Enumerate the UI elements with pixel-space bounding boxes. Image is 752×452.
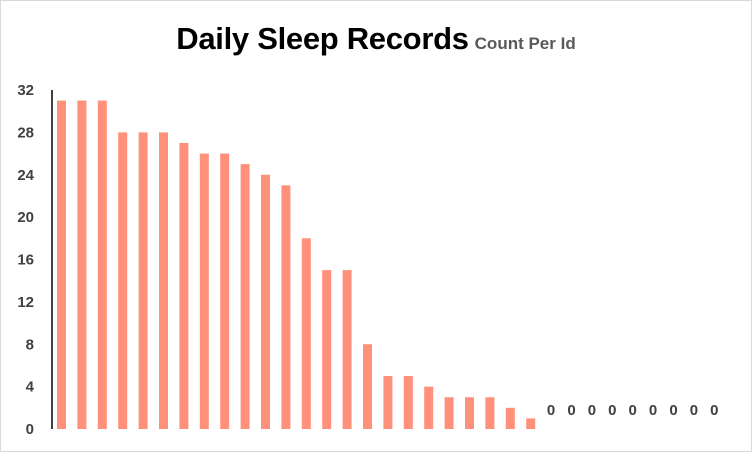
- bars: [57, 100, 536, 429]
- bar: [118, 132, 128, 429]
- bar: [526, 418, 536, 429]
- bar: [220, 153, 230, 429]
- bar: [444, 397, 454, 429]
- bar: [97, 100, 107, 429]
- chart-title: Daily Sleep Records Count Per Id: [1, 21, 751, 57]
- bar-data-label: 0: [608, 402, 616, 419]
- bar-data-label: 0: [690, 402, 698, 419]
- y-tick-label: 16: [17, 252, 34, 269]
- bar: [465, 397, 474, 429]
- y-tick-label: 24: [17, 167, 34, 184]
- bar: [240, 164, 250, 429]
- chart-title-main: Daily Sleep Records: [176, 21, 469, 56]
- bar-data-label: 0: [629, 402, 637, 419]
- bar: [159, 132, 168, 429]
- y-tick-label: 20: [17, 209, 34, 226]
- bar-data-label: 0: [588, 402, 596, 419]
- y-tick-label: 8: [26, 336, 34, 353]
- bar: [485, 397, 495, 429]
- bar: [281, 185, 291, 429]
- chart-subtitle: Count Per Id: [474, 34, 576, 53]
- bar: [57, 100, 66, 429]
- y-tick-label: 0: [26, 421, 34, 438]
- bar: [342, 270, 352, 429]
- bar: [424, 386, 434, 429]
- bar: [138, 132, 148, 429]
- bar: [77, 100, 87, 429]
- bar-data-label: 0: [567, 402, 575, 419]
- y-tick-label: 4: [26, 379, 35, 396]
- y-axis-ticks: 0 4 8 12 16 20 24 28 32: [17, 82, 34, 438]
- bar-data-label: 0: [649, 402, 657, 419]
- bar: [199, 153, 209, 429]
- bar: [403, 376, 413, 429]
- bar: [363, 344, 372, 429]
- bar-data-label: 0: [547, 402, 555, 419]
- bar: [383, 376, 393, 429]
- bar-data-label: 0: [669, 402, 677, 419]
- bar: [301, 238, 311, 429]
- bar: [322, 270, 332, 429]
- y-tick-label: 12: [17, 294, 34, 311]
- bar-data-label: 0: [710, 402, 718, 419]
- bar: [261, 174, 270, 429]
- y-tick-label: 32: [17, 82, 34, 99]
- bar: [179, 142, 189, 429]
- y-tick-label: 28: [17, 124, 34, 141]
- bar: [505, 407, 515, 429]
